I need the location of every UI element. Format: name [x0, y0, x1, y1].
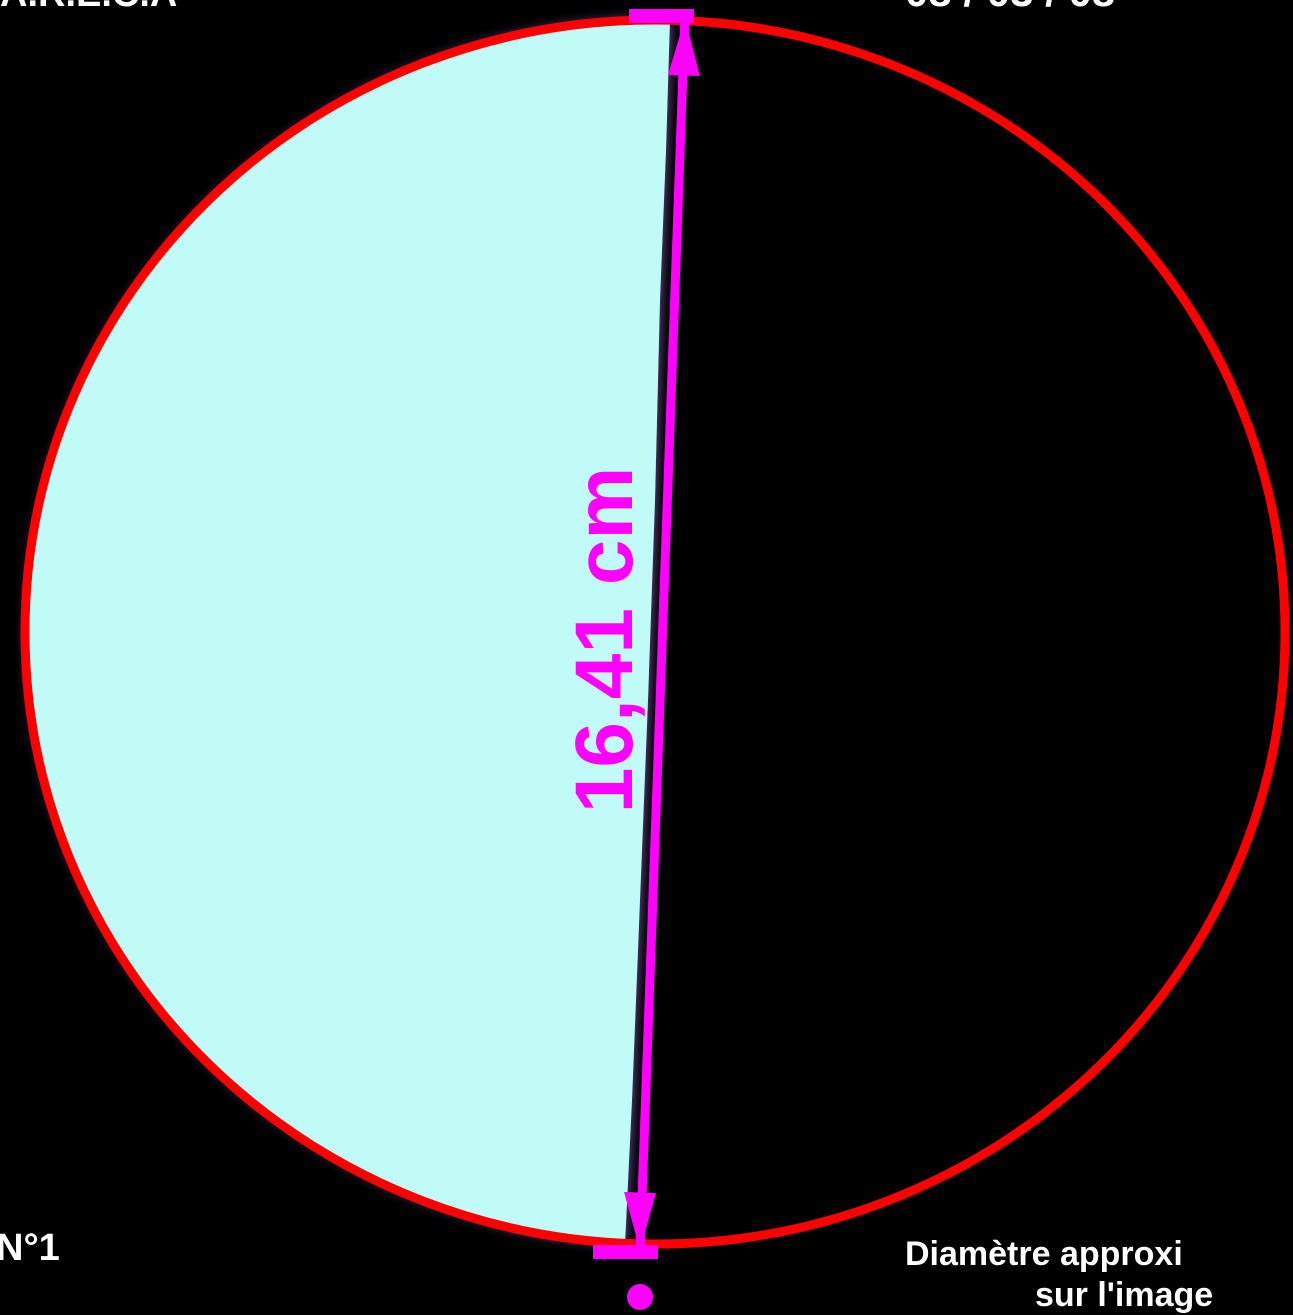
diameter-line — [635, 14, 690, 1253]
lit-moon — [26, 18, 671, 1244]
caption-line: Diamètre approxi — [905, 1235, 1183, 1273]
image-label: N°1 — [0, 1227, 60, 1269]
caption-line: sur l'image — [1035, 1276, 1213, 1314]
arrow-top — [668, 18, 700, 76]
bar-top — [629, 9, 694, 23]
arrow-bottom — [624, 1192, 656, 1250]
dot — [627, 1284, 653, 1310]
bar-bottom — [593, 1245, 658, 1259]
measurement: 16,41 cm — [559, 467, 650, 814]
header-left: A.R.E.C.A — [0, 0, 177, 15]
header-right: 08 / 03 / 08 — [905, 0, 1115, 15]
